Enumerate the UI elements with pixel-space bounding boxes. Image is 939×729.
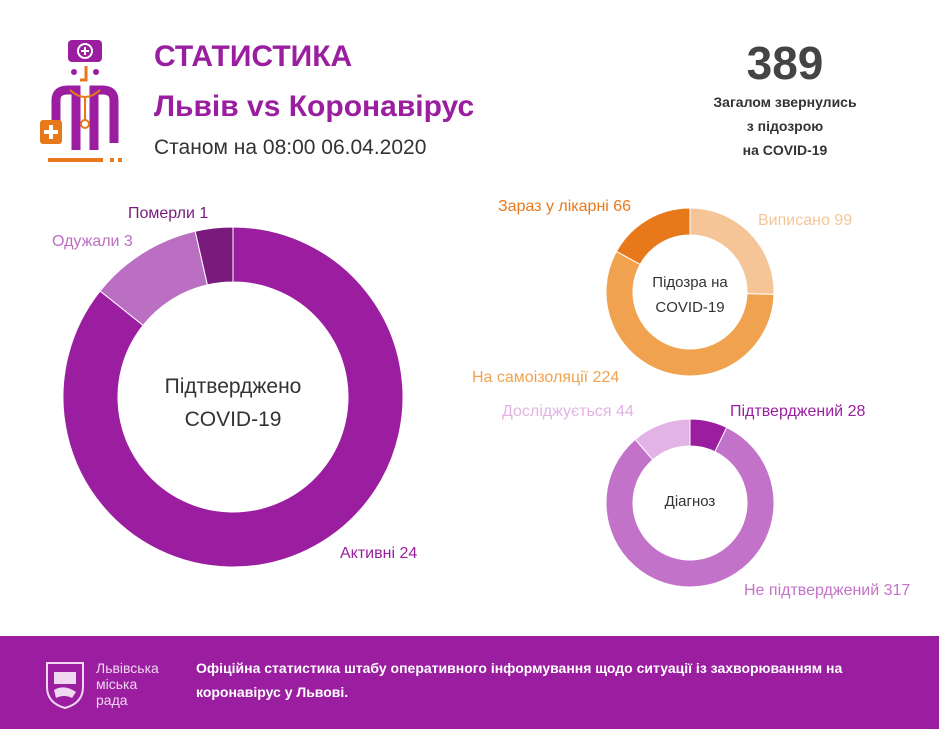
footer [0, 636, 939, 729]
page-title: СТАТИСТИКА [154, 40, 353, 73]
label-discharged: Виписано 99 [758, 212, 853, 229]
city-council-name: Львівська міська рада [96, 660, 159, 708]
chart-3-title: Діагноз [664, 493, 716, 510]
donut-charts [62, 207, 775, 588]
label-hospital: Зараз у лікарні 66 [498, 198, 632, 215]
label-active: Активні 24 [340, 545, 418, 562]
donut-slice-На самоізоляції [605, 250, 775, 377]
donut-slice-Зараз у лікарні [615, 207, 691, 266]
total-description: Загалом звернулись з підозрою на COVID-1… [713, 94, 857, 158]
chart-1-title: Підтверджено COVID-19 [164, 375, 302, 431]
donut-slice-Померли [194, 226, 234, 286]
label-recovered: Одужали 3 [52, 233, 133, 250]
label-self-isolation: На самоізоляції 224 [472, 369, 620, 386]
donut-slice-Активні [62, 226, 404, 568]
lviv-coat-of-arms-icon [46, 662, 84, 710]
label-investigating: Досліджується 44 [502, 403, 634, 420]
label-not-confirmed: Не підтверджений 317 [744, 582, 911, 599]
donut-slice-Не підтверджений [605, 426, 775, 588]
label-confirmed: Підтверджений 28 [730, 403, 866, 420]
footer-text: Офіційна статистика штабу оперативного і… [196, 660, 843, 700]
page-subtitle: Львів vs Коронавірус [154, 90, 475, 123]
doctor-logo-icon [40, 40, 122, 162]
donut-slice-Досліджується [634, 418, 691, 461]
chart-2-title: Підозра на COVID-19 [652, 274, 728, 316]
report-date: Станом на 08:00 06.04.2020 [154, 136, 427, 159]
label-died: Померли 1 [128, 205, 209, 222]
total-count: 389 [746, 37, 824, 89]
